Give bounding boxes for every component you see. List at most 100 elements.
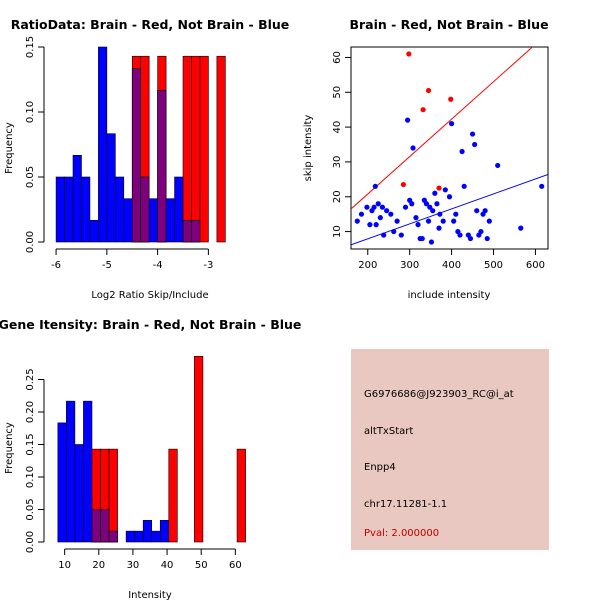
intensity-hist-bar-not-brain [151, 530, 161, 543]
scatter-point-not-brain [423, 201, 430, 207]
intensity-hist-bar-overlap [108, 530, 118, 543]
scatter-point-not-brain [461, 183, 467, 189]
ratio-hist-x-tick-label: -3 [203, 260, 213, 271]
scatter-point-not-brain [375, 201, 381, 207]
scatter-point-not-brain [358, 211, 365, 217]
scatter-point-not-brain [472, 141, 478, 148]
scatter-point-not-brain [437, 211, 443, 217]
scatter-point-brain [420, 107, 426, 113]
ratio-histogram-x-axis: -6 -5 -4 -3 [51, 248, 213, 271]
scatter-point-not-brain [430, 208, 436, 214]
scatter-point-not-brain [402, 204, 409, 210]
scatter-point-not-brain [364, 204, 370, 210]
scatter-point-not-brain [486, 218, 492, 224]
scatter-ylabel: skip intensity [303, 115, 314, 182]
scatter-point-not-brain [367, 222, 373, 228]
ratio-hist-bar-brain [182, 55, 192, 243]
scatter-y-axis: 10 20 30 40 50 60 [332, 51, 351, 238]
ratio-hist-bar-overlap [191, 219, 201, 243]
scatter-point-not-brain [425, 218, 432, 224]
scatter-points [354, 51, 545, 245]
scatter-y-tick-label: 20 [332, 190, 343, 203]
ratio-hist-x-tick-label: -6 [51, 260, 61, 271]
intensity-hist-bar-not-brain [159, 520, 170, 543]
ratio-hist-bar-brain [216, 55, 226, 243]
ratio-hist-x-tick-label: -4 [153, 260, 163, 271]
ratio-histogram-y-axis: 0.00 0.05 0.10 0.15 [25, 36, 45, 253]
intensity-hist-bar-brain [194, 355, 204, 543]
scatter-point-brain [436, 185, 442, 191]
scatter-point-not-brain [404, 117, 411, 123]
scatter-point-not-brain [381, 232, 387, 238]
intensity-hist-x-tick-label: 40 [161, 560, 174, 571]
intensity-hist-y-tick-label: 0.10 [25, 466, 36, 488]
ratio-hist-bar-brain [191, 55, 201, 243]
scatter-xlabel: include intensity [408, 290, 491, 301]
probe-id-text: G6976686@J923903_RC@i_at [364, 389, 514, 400]
ratio-hist-bar-not-brain [72, 154, 82, 243]
scatter-panel: Brain - Red, Not Brain - Blue 200 300 400 5… [303, 17, 549, 301]
scatter-point-not-brain [434, 201, 440, 207]
intensity-hist-x-tick-label: 10 [58, 560, 71, 571]
scatter-point-not-brain [394, 218, 400, 224]
scatter-x-axis: 200 300 400 500 600 [358, 249, 545, 271]
ratio-hist-bar-not-brain [106, 133, 116, 243]
ratio-hist-y-tick-label: 0.15 [25, 36, 36, 58]
ratio-histogram-panel: RatioData: Brain - Red, Not Brain - Blue… [4, 17, 289, 301]
pval-text: Pval: 2.000000 [364, 528, 439, 539]
intensity-histogram-panel: Gene Itensity: Brain - Red, Not Brain - … [0, 317, 301, 600]
scatter-x-tick-label: 600 [526, 260, 545, 271]
scatter-point-brain [400, 181, 406, 188]
scatter-point-not-brain [354, 218, 360, 224]
scatter-point-not-brain [419, 235, 425, 242]
ratio-hist-y-tick-label: 0.10 [25, 101, 36, 123]
scatter-point-not-brain [474, 208, 480, 214]
ratio-hist-bar-overlap [131, 68, 142, 243]
scatter-fit-lines [351, 47, 548, 246]
scatter-point-not-brain [451, 218, 457, 224]
scatter-point-not-brain [415, 222, 421, 228]
scatter-point-not-brain [388, 211, 394, 217]
ratio-histogram-bars [55, 46, 226, 243]
intensity-hist-y-tick-label: 0.25 [25, 368, 36, 390]
intensity-hist-bar-brain [108, 448, 118, 543]
scatter-point-brain [406, 51, 412, 57]
ratio-hist-y-tick-label: 0.05 [25, 166, 36, 188]
scatter-point-not-brain [469, 131, 476, 137]
scatter-point-not-brain [459, 148, 465, 155]
ratio-hist-bar-overlap [140, 176, 150, 243]
ratio-hist-bar-not-brain [165, 198, 175, 243]
scatter-point-not-brain [377, 215, 383, 221]
scatter-point-not-brain [379, 204, 386, 210]
intensity-hist-y-tick-label: 0.00 [25, 531, 36, 553]
ratio-hist-bar-not-brain [123, 198, 133, 243]
scatter-point-not-brain [446, 194, 453, 200]
intensity-hist-x-tick-label: 50 [195, 560, 208, 571]
scatter-point-not-brain [518, 225, 524, 231]
intensity-hist-bar-not-brain [66, 400, 76, 543]
ratio-hist-bar-not-brain [98, 46, 108, 243]
scatter-point-not-brain [478, 228, 484, 235]
intensity-hist-bar-brain [236, 448, 246, 543]
intensity-histogram-title: Gene Itensity: Brain - Red, Not Brain - … [0, 317, 301, 332]
gene-name-text: Enpp4 [364, 462, 396, 473]
ratio-hist-bar-not-brain [115, 176, 125, 243]
scatter-point-not-brain [371, 204, 377, 210]
scatter-point-not-brain [467, 235, 474, 242]
info-panel: G6976686@J923903_RC@i_at altTxStart Enpp… [351, 349, 549, 550]
scatter-point-not-brain [440, 218, 446, 224]
ratio-hist-bar-overlap [157, 89, 167, 243]
scatter-x-tick-label: 200 [358, 260, 377, 271]
intensity-hist-y-tick-label: 0.20 [25, 401, 36, 423]
scatter-point-brain [448, 96, 454, 102]
scatter-point-not-brain [428, 239, 435, 245]
intensity-hist-x-tick-label: 20 [92, 560, 105, 571]
intensity-histogram-ylabel: Frequency [4, 422, 15, 474]
scatter-point-not-brain [384, 208, 390, 214]
scatter-point-not-brain [482, 208, 488, 214]
event-type-text: altTxStart [364, 426, 413, 437]
intensity-histogram-xlabel: Intensity [128, 590, 172, 600]
intensity-hist-bar-not-brain [125, 530, 135, 543]
intensity-histogram-bars [57, 355, 246, 543]
